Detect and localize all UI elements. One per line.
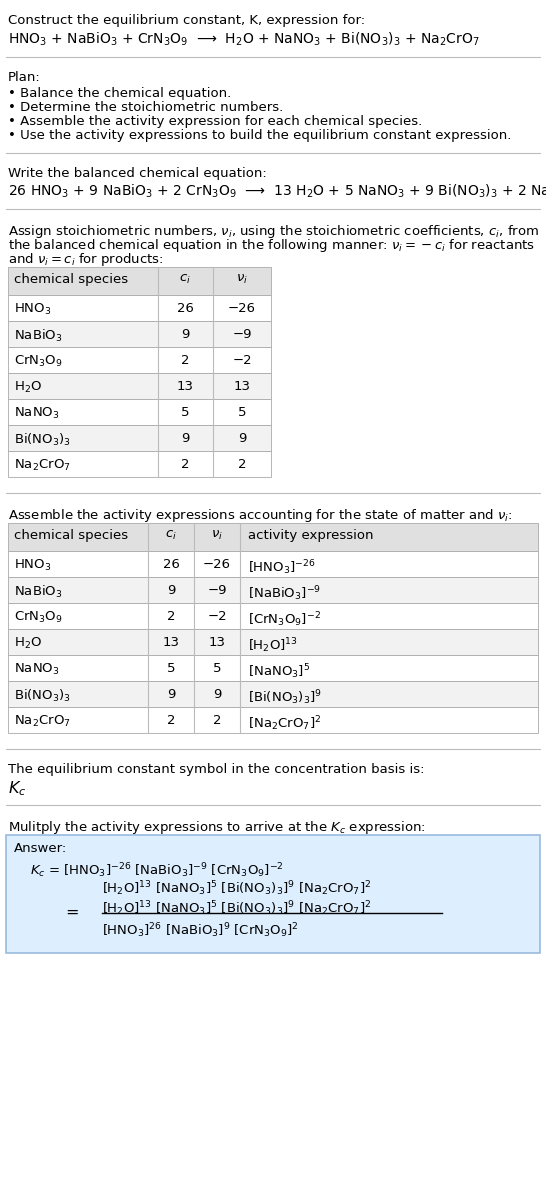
Text: the balanced chemical equation in the following manner: $\nu_i = -c_i$ for react: the balanced chemical equation in the fo… [8, 237, 535, 254]
Bar [8, 373, 271, 399]
Text: [HNO$_3$]$^{-26}$: [HNO$_3$]$^{-26}$ [248, 558, 316, 577]
Text: [Na$_2$CrO$_7$]$^2$: [Na$_2$CrO$_7$]$^2$ [248, 715, 321, 732]
Text: 9: 9 [181, 328, 189, 341]
Bar [8, 681, 538, 707]
Bar [8, 451, 271, 477]
Text: 5: 5 [167, 662, 175, 675]
Text: $c_i$: $c_i$ [165, 529, 177, 542]
Text: NaNO$_3$: NaNO$_3$ [14, 406, 60, 421]
Text: 13: 13 [234, 380, 251, 393]
Text: CrN$_3$O$_9$: CrN$_3$O$_9$ [14, 354, 63, 369]
Text: −2: −2 [232, 354, 252, 367]
Text: 5: 5 [213, 662, 221, 675]
Text: 5: 5 [238, 406, 246, 419]
Text: [Bi(NO$_3$)$_3$]$^9$: [Bi(NO$_3$)$_3$]$^9$ [248, 688, 322, 706]
Text: 13: 13 [163, 636, 180, 649]
Bar [8, 551, 538, 577]
Bar [8, 399, 271, 425]
Text: [H$_2$O]$^{13}$ [NaNO$_3$]$^5$ [Bi(NO$_3$)$_3$]$^9$ [Na$_2$CrO$_7$]$^2$: [H$_2$O]$^{13}$ [NaNO$_3$]$^5$ [Bi(NO$_3… [102, 899, 371, 918]
Text: $K_c$: $K_c$ [8, 779, 26, 798]
Text: [NaBiO$_3$]$^{-9}$: [NaBiO$_3$]$^{-9}$ [248, 584, 321, 603]
Text: −26: −26 [228, 301, 256, 315]
Text: 9: 9 [213, 688, 221, 702]
Text: 2: 2 [181, 354, 189, 367]
Text: Bi(NO$_3$)$_3$: Bi(NO$_3$)$_3$ [14, 432, 71, 449]
Bar [8, 267, 271, 296]
Text: NaNO$_3$: NaNO$_3$ [14, 662, 60, 677]
Text: • Assemble the activity expression for each chemical species.: • Assemble the activity expression for e… [8, 115, 422, 128]
Text: $K_c$ = [HNO$_3$]$^{-26}$ [NaBiO$_3$]$^{-9}$ [CrN$_3$O$_9$]$^{-2}$: $K_c$ = [HNO$_3$]$^{-26}$ [NaBiO$_3$]$^{… [30, 861, 284, 880]
Text: CrN$_3$O$_9$: CrN$_3$O$_9$ [14, 610, 63, 626]
Text: Na$_2$CrO$_7$: Na$_2$CrO$_7$ [14, 715, 71, 729]
Text: Na$_2$CrO$_7$: Na$_2$CrO$_7$ [14, 458, 71, 474]
Bar [8, 425, 271, 451]
Text: =: = [66, 904, 79, 920]
Text: 9: 9 [181, 432, 189, 445]
Text: [NaNO$_3$]$^5$: [NaNO$_3$]$^5$ [248, 662, 310, 680]
Text: Plan:: Plan: [8, 71, 41, 84]
Text: • Determine the stoichiometric numbers.: • Determine the stoichiometric numbers. [8, 101, 283, 114]
Bar [8, 296, 271, 320]
Bar [8, 655, 538, 681]
Text: H$_2$O: H$_2$O [14, 636, 42, 652]
Text: • Use the activity expressions to build the equilibrium constant expression.: • Use the activity expressions to build … [8, 129, 512, 142]
Text: HNO$_3$: HNO$_3$ [14, 558, 51, 573]
Text: 9: 9 [167, 584, 175, 597]
Text: 13: 13 [209, 636, 225, 649]
Text: −2: −2 [207, 610, 227, 623]
Text: [CrN$_3$O$_9$]$^{-2}$: [CrN$_3$O$_9$]$^{-2}$ [248, 610, 321, 629]
Text: −9: −9 [232, 328, 252, 341]
Text: • Balance the chemical equation.: • Balance the chemical equation. [8, 87, 232, 100]
Text: [H$_2$O]$^{13}$: [H$_2$O]$^{13}$ [248, 636, 298, 655]
Bar [8, 603, 538, 629]
Text: 2: 2 [213, 715, 221, 726]
Text: chemical species: chemical species [14, 273, 128, 286]
Text: Assemble the activity expressions accounting for the state of matter and $\nu_i$: Assemble the activity expressions accoun… [8, 507, 513, 523]
Text: and $\nu_i = c_i$ for products:: and $\nu_i = c_i$ for products: [8, 250, 164, 268]
Text: 2: 2 [238, 458, 246, 471]
Text: $\nu_i$: $\nu_i$ [211, 529, 223, 542]
Text: 5: 5 [181, 406, 189, 419]
Text: H$_2$O: H$_2$O [14, 380, 42, 395]
Text: The equilibrium constant symbol in the concentration basis is:: The equilibrium constant symbol in the c… [8, 763, 424, 776]
Text: 26: 26 [176, 301, 193, 315]
Bar [8, 629, 538, 655]
Bar [8, 347, 271, 373]
Text: 13: 13 [176, 380, 193, 393]
Text: Assign stoichiometric numbers, $\nu_i$, using the stoichiometric coefficients, $: Assign stoichiometric numbers, $\nu_i$, … [8, 223, 539, 240]
Text: Construct the equilibrium constant, K, expression for:: Construct the equilibrium constant, K, e… [8, 14, 365, 27]
Text: activity expression: activity expression [248, 529, 373, 542]
Text: [H$_2$O]$^{13}$ [NaNO$_3$]$^5$ [Bi(NO$_3$)$_3$]$^9$ [Na$_2$CrO$_7$]$^2$: [H$_2$O]$^{13}$ [NaNO$_3$]$^5$ [Bi(NO$_3… [102, 880, 371, 897]
Text: $c_i$: $c_i$ [179, 273, 191, 286]
Text: chemical species: chemical species [14, 529, 128, 542]
Bar [8, 523, 538, 551]
Text: 26 HNO$_3$ + 9 NaBiO$_3$ + 2 CrN$_3$O$_9$  ⟶  13 H$_2$O + 5 NaNO$_3$ + 9 Bi(NO$_: 26 HNO$_3$ + 9 NaBiO$_3$ + 2 CrN$_3$O$_9… [8, 183, 546, 201]
Text: HNO$_3$ + NaBiO$_3$ + CrN$_3$O$_9$  ⟶  H$_2$O + NaNO$_3$ + Bi(NO$_3$)$_3$ + Na$_: HNO$_3$ + NaBiO$_3$ + CrN$_3$O$_9$ ⟶ H$_… [8, 31, 479, 49]
Text: Bi(NO$_3$)$_3$: Bi(NO$_3$)$_3$ [14, 688, 71, 704]
Text: [HNO$_3$]$^{26}$ [NaBiO$_3$]$^9$ [CrN$_3$O$_9$]$^2$: [HNO$_3$]$^{26}$ [NaBiO$_3$]$^9$ [CrN$_3… [102, 921, 299, 940]
Text: Write the balanced chemical equation:: Write the balanced chemical equation: [8, 167, 267, 180]
Text: −26: −26 [203, 558, 231, 571]
Text: HNO$_3$: HNO$_3$ [14, 301, 51, 317]
Text: 9: 9 [167, 688, 175, 702]
Text: 26: 26 [163, 558, 180, 571]
Text: $\nu_i$: $\nu_i$ [236, 273, 248, 286]
Text: Answer:: Answer: [14, 842, 67, 855]
Bar [8, 577, 538, 603]
Bar [8, 707, 538, 734]
Text: 9: 9 [238, 432, 246, 445]
Text: 2: 2 [167, 715, 175, 726]
Text: Mulitply the activity expressions to arrive at the $K_c$ expression:: Mulitply the activity expressions to arr… [8, 819, 426, 836]
Text: 2: 2 [181, 458, 189, 471]
Bar [8, 320, 271, 347]
Text: NaBiO$_3$: NaBiO$_3$ [14, 584, 62, 601]
Text: 2: 2 [167, 610, 175, 623]
Text: NaBiO$_3$: NaBiO$_3$ [14, 328, 62, 344]
Text: −9: −9 [207, 584, 227, 597]
Bar [6, 834, 540, 953]
